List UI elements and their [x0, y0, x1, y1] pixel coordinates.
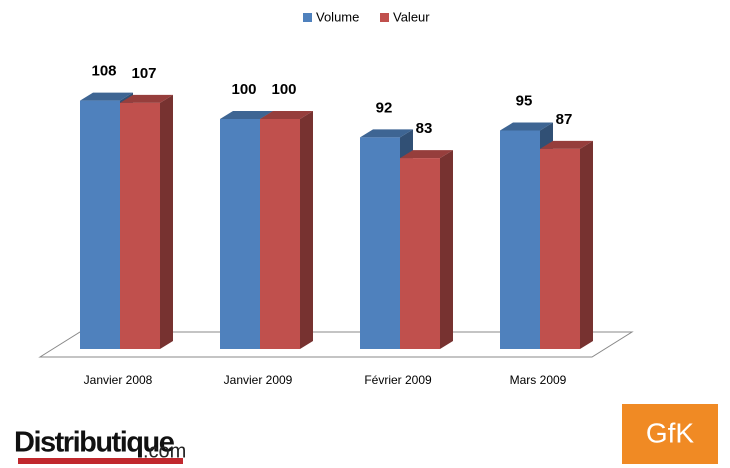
bar-side [580, 140, 593, 349]
bar-top [260, 111, 313, 119]
bar-front [360, 137, 400, 349]
data-label: 92 [376, 99, 393, 116]
gfk-text: GfK [646, 417, 695, 448]
bar-top [540, 140, 593, 149]
data-label: 100 [271, 81, 296, 98]
bar-top [400, 150, 453, 159]
legend-swatch [303, 13, 312, 22]
logo-domain: .com [143, 440, 186, 462]
bar-front [220, 119, 260, 349]
logo-text: Distributique [14, 427, 175, 459]
data-label: 87 [556, 111, 573, 128]
bar-top [220, 111, 273, 119]
bar-front [120, 102, 160, 350]
gfk-logo: GfK [622, 404, 718, 464]
x-tick-label: Janvier 2008 [84, 373, 153, 387]
legend-label: Volume [316, 9, 359, 24]
bar [400, 150, 453, 349]
bar-side [440, 150, 453, 349]
data-label: 95 [516, 92, 533, 109]
bar-front [500, 130, 540, 349]
bar-top [120, 94, 173, 103]
legend-label: Valeur [393, 9, 430, 24]
data-label: 108 [91, 63, 116, 80]
data-label: 107 [131, 65, 156, 82]
logo-bar [18, 458, 183, 464]
x-tick-label: Février 2009 [364, 373, 432, 387]
bar-front [80, 100, 120, 349]
data-label: 83 [416, 120, 433, 137]
bar-side [300, 111, 313, 349]
data-label: 100 [231, 81, 256, 98]
legend-swatch [380, 13, 389, 22]
bar-front [260, 119, 300, 349]
bar [120, 94, 173, 350]
bar-top [80, 92, 133, 101]
bar [260, 111, 313, 349]
distributique-logo: Distributique .com [14, 427, 186, 464]
floor [38, 331, 634, 358]
bar-front [540, 148, 580, 349]
bar-top [360, 129, 413, 138]
bar [540, 140, 593, 349]
x-tick-label: Mars 2009 [510, 373, 567, 387]
bar-front [400, 158, 440, 349]
gfk-box [622, 404, 718, 464]
bar-top [500, 122, 553, 131]
bar-side [160, 94, 173, 350]
x-tick-label: Janvier 2009 [224, 373, 293, 387]
